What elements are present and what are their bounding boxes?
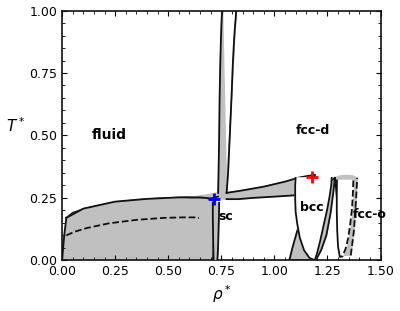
Polygon shape [62, 197, 215, 260]
Polygon shape [337, 180, 353, 257]
Text: sc: sc [218, 210, 233, 223]
Y-axis label: $T^*$: $T^*$ [6, 117, 25, 136]
Polygon shape [295, 178, 332, 260]
Polygon shape [66, 11, 357, 260]
Text: bcc: bcc [300, 202, 324, 214]
X-axis label: $\rho^*$: $\rho^*$ [212, 284, 231, 305]
Polygon shape [213, 203, 219, 260]
Text: fcc-d: fcc-d [296, 124, 330, 137]
Text: fcc-o: fcc-o [353, 208, 387, 220]
Text: fluid: fluid [91, 128, 126, 142]
